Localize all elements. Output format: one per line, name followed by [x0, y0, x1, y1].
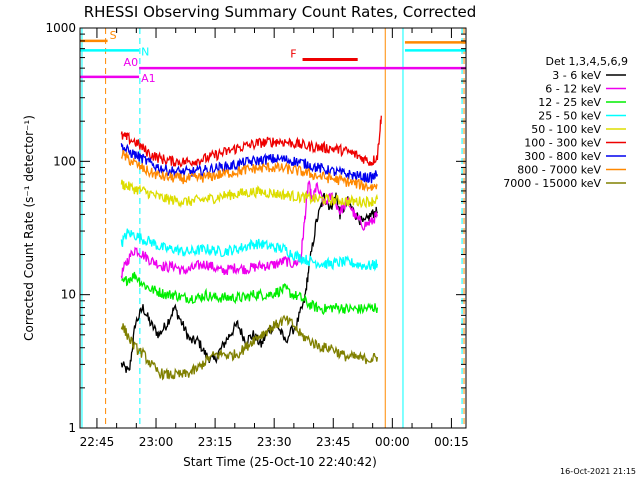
- x-tick-label-1: 23:00: [139, 435, 174, 449]
- legend-label-7: 800 - 7000 keV: [517, 164, 601, 177]
- legend-label-2: 12 - 25 keV: [538, 96, 601, 109]
- x-axis: 22:45 23:00 23:15 23:30 23:45 00:00 00:15: [80, 28, 469, 449]
- chart-title: RHESSI Observing Summary Count Rates, Co…: [84, 3, 477, 21]
- x-tick-label-6: 00:15: [434, 435, 469, 449]
- legend-label-5: 100 - 300 keV: [524, 137, 601, 150]
- annotation-label-A0: A0: [124, 56, 139, 69]
- legend-label-6: 300 - 800 keV: [524, 150, 601, 163]
- legend-label-3: 25 - 50 keV: [538, 110, 601, 123]
- y-tick-label-3: 1000: [45, 21, 76, 35]
- series-line-8: [120, 314, 379, 381]
- series-line-7: [120, 149, 378, 193]
- x-tick-label-0: 22:45: [80, 435, 115, 449]
- annotation-label-N: N: [141, 45, 149, 58]
- legend-label-8: 7000 - 15000 keV: [503, 177, 601, 190]
- y-tick-label-2: 100: [53, 154, 76, 168]
- series-line-6: [120, 143, 379, 184]
- series-layer: [120, 115, 382, 381]
- vertical-markers: [81, 28, 465, 428]
- legend-title: Det 1,3,4,5,6,9: [545, 55, 628, 68]
- footer-timestamp: 16-Oct-2021 21:15: [560, 467, 636, 476]
- y-axis: 1 10 100 1000: [45, 21, 466, 435]
- series-line-5: [120, 115, 382, 168]
- series-line-3: [120, 228, 379, 272]
- legend-label-0: 3 - 6 keV: [552, 69, 601, 82]
- x-tick-label-5: 00:00: [375, 435, 410, 449]
- y-tick-label-0: 1: [68, 421, 76, 435]
- x-axis-label: Start Time (25-Oct-10 22:40:42): [183, 455, 377, 469]
- series-line-2: [121, 271, 379, 316]
- plot-frame: [79, 27, 467, 429]
- series-line-0: [120, 192, 378, 373]
- series-line-4: [120, 179, 379, 209]
- y-tick-label-1: 10: [61, 288, 76, 302]
- annotation-label-F: F: [290, 48, 296, 61]
- x-tick-label-3: 23:30: [257, 435, 292, 449]
- legend-label-4: 50 - 100 keV: [531, 123, 601, 136]
- x-tick-label-4: 23:45: [316, 435, 351, 449]
- annotation-label-A1: A1: [141, 72, 156, 85]
- legend-label-1: 6 - 12 keV: [545, 83, 601, 96]
- annotation-label-S: S: [110, 29, 117, 42]
- x-tick-label-2: 23:15: [198, 435, 233, 449]
- y-axis-label: Corrected Count Rate (s⁻¹ detector⁻¹): [22, 115, 36, 341]
